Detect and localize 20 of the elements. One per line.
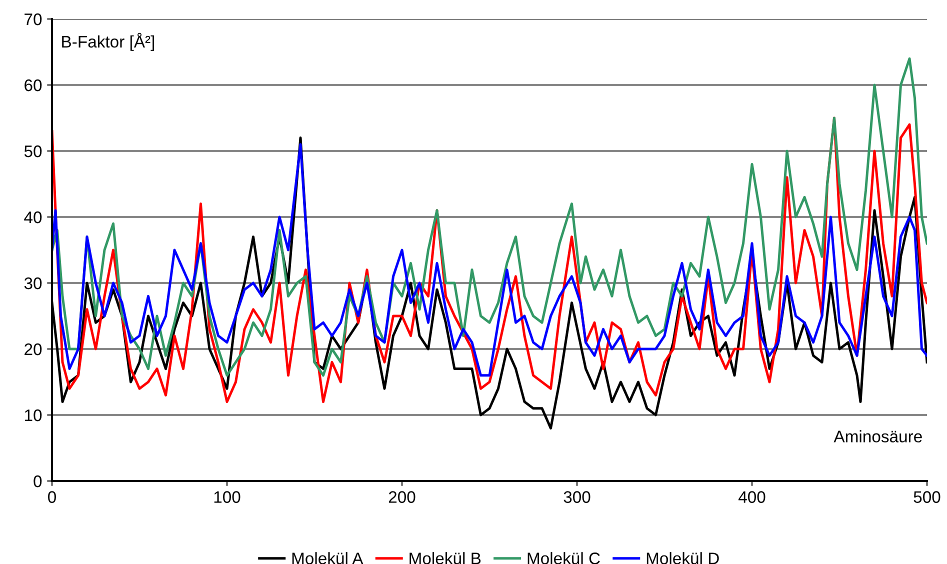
x-axis-title: Aminosäure — [834, 430, 922, 442]
y-tick-label: 70 — [24, 13, 42, 26]
legend-label: Molekül A — [292, 552, 364, 564]
y-tick-label: 20 — [24, 343, 42, 356]
legend-label: Molekül D — [646, 552, 719, 564]
x-tick-label: 200 — [388, 491, 416, 503]
y-tick-label: 10 — [25, 409, 42, 422]
y-tick-label: 30 — [24, 277, 42, 290]
legend-label: Molekül B — [410, 552, 481, 564]
legend-label: Molekül C — [528, 552, 600, 564]
x-tick-label: 300 — [564, 491, 590, 503]
y-tick-label: 50 — [24, 145, 42, 158]
x-tick-label: 100 — [214, 491, 240, 503]
x-tick-label: 0 — [48, 491, 56, 503]
x-tick-label: 400 — [738, 491, 766, 503]
y-tick-label: 0 — [34, 475, 42, 488]
y-tick-label: 60 — [24, 79, 42, 92]
y-axis-title: B-Faktor [Å²] — [62, 32, 154, 51]
x-tick-label: 500 — [914, 491, 940, 503]
y-tick-label: 40 — [24, 211, 42, 224]
